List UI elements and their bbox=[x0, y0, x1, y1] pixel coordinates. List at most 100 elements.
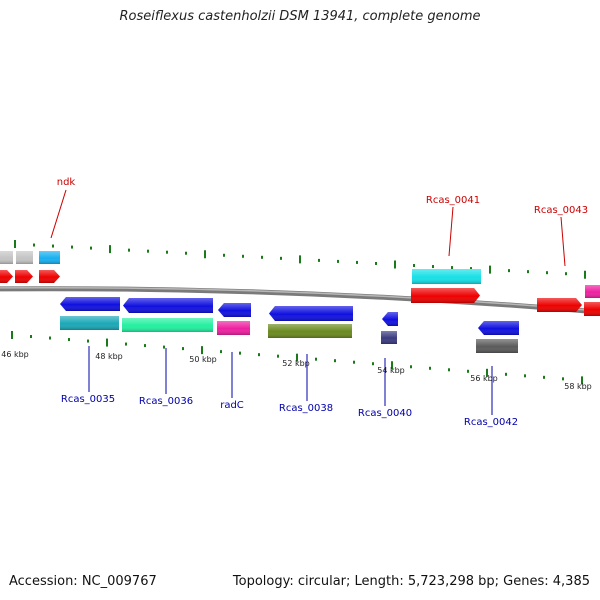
map-title: Roseiflexus castenholzii DSM 13941, comp… bbox=[119, 9, 481, 24]
bottom-tick bbox=[543, 375, 545, 379]
top-tick bbox=[166, 250, 168, 254]
gene-grey-0042-shading bbox=[476, 339, 518, 353]
scale-label: 46 kbp bbox=[1, 350, 29, 359]
bottom-tick bbox=[163, 345, 165, 349]
bottom-tick bbox=[125, 342, 127, 346]
gene-label-bottom[interactable]: Rcas_0040 bbox=[358, 408, 412, 419]
callout-line-top bbox=[448, 206, 454, 257]
top-tick bbox=[527, 270, 529, 274]
genome-backbone-highlight bbox=[0, 286, 600, 312]
bottom-tick bbox=[467, 369, 469, 373]
bottom-tick bbox=[258, 353, 260, 357]
bottom-tick bbox=[410, 365, 412, 369]
top-tick bbox=[261, 255, 263, 259]
gene-label-bottom[interactable]: Rcas_0036 bbox=[139, 396, 193, 407]
accession-label: Accession: NC_009767 bbox=[9, 574, 157, 589]
scale-label: 48 kbp bbox=[95, 352, 123, 361]
gene-red-c-shading bbox=[39, 270, 60, 283]
gene-blue-0036-shading bbox=[123, 298, 213, 313]
gene-blue-0038-shading bbox=[269, 306, 353, 321]
top-tick bbox=[337, 259, 339, 263]
scale-label: 56 kbp bbox=[470, 374, 498, 383]
gene-red-b-shading bbox=[15, 270, 33, 283]
callout-line-top bbox=[560, 216, 566, 267]
gene-navy-0040-shading bbox=[381, 331, 397, 344]
gene-blue-radc-shading bbox=[218, 303, 251, 317]
gene-teal-0035-shading bbox=[60, 316, 119, 330]
gene-grey-a-shading bbox=[0, 251, 13, 264]
top-tick bbox=[565, 272, 567, 276]
top-tick bbox=[204, 250, 206, 259]
gene-magenta-0044-shading bbox=[585, 285, 600, 298]
top-tick bbox=[128, 248, 130, 252]
callout-line-top bbox=[50, 189, 67, 239]
top-tick bbox=[280, 256, 282, 260]
bottom-tick bbox=[296, 353, 298, 362]
gene-grey-b-shading bbox=[16, 251, 33, 264]
bottom-tick bbox=[581, 376, 583, 385]
bottom-tick bbox=[106, 338, 108, 347]
top-tick bbox=[394, 260, 396, 269]
top-tick bbox=[489, 265, 491, 274]
top-tick bbox=[242, 254, 244, 258]
gene-label-bottom[interactable]: Rcas_0042 bbox=[464, 417, 518, 428]
scale-label: 54 kbp bbox=[377, 366, 405, 375]
bottom-tick bbox=[353, 360, 355, 364]
gene-magenta-radc-shading bbox=[217, 321, 250, 335]
top-tick bbox=[470, 267, 472, 271]
gene-mint-0036-shading bbox=[122, 318, 213, 332]
top-tick bbox=[147, 249, 149, 253]
bottom-tick bbox=[505, 372, 507, 376]
genome-summary-label: Topology: circular; Length: 5,723,298 bp… bbox=[232, 574, 590, 589]
gene-cyan-0041-shading bbox=[412, 269, 481, 284]
bottom-tick bbox=[68, 338, 70, 342]
bottom-tick bbox=[334, 359, 336, 363]
top-tick bbox=[356, 260, 358, 264]
top-tick bbox=[52, 244, 54, 248]
top-tick bbox=[33, 243, 35, 247]
top-tick bbox=[318, 258, 320, 262]
top-tick bbox=[299, 255, 301, 264]
gene-blue-0035-shading bbox=[60, 297, 120, 311]
gene-label-top[interactable]: Rcas_0041 bbox=[426, 195, 480, 206]
gene-red-0043-shading bbox=[537, 298, 582, 312]
top-tick bbox=[14, 240, 16, 248]
bottom-tick bbox=[87, 339, 89, 343]
bottom-tick bbox=[239, 351, 241, 355]
tick-row-bottom bbox=[11, 331, 583, 385]
gene-blue-0042-shading bbox=[478, 321, 519, 335]
top-tick bbox=[451, 266, 453, 270]
bottom-tick bbox=[372, 362, 374, 366]
scale-label: 52 kbp bbox=[282, 359, 310, 368]
gene-label-bottom[interactable]: Rcas_0038 bbox=[279, 403, 333, 414]
bottom-tick bbox=[524, 374, 526, 378]
bottom-tick bbox=[30, 335, 32, 339]
bottom-tick bbox=[315, 357, 317, 361]
gene-red-a-shading bbox=[0, 270, 13, 283]
gene-red-0041-shading bbox=[411, 288, 480, 303]
top-tick bbox=[508, 269, 510, 273]
scale-label: 58 kbp bbox=[564, 382, 592, 391]
gene-ndk-shading bbox=[39, 251, 60, 264]
top-tick bbox=[109, 245, 111, 254]
gene-callouts: ndk Rcas_0041 Rcas_0043 Rcas_0035 Rcas_0036 r… bbox=[50, 177, 588, 428]
scale-labels: 46 kbp 48 kbp 50 kbp 52 kbp 54 kbp 56 kbp 58 k… bbox=[1, 350, 592, 391]
gene-olive-0038-shading bbox=[268, 324, 352, 338]
gene-label-bottom[interactable]: radC bbox=[220, 400, 244, 411]
bottom-tick bbox=[562, 377, 564, 381]
tick-row-top bbox=[14, 240, 586, 279]
top-tick bbox=[413, 264, 415, 268]
gene-label-top[interactable]: Rcas_0043 bbox=[534, 205, 588, 216]
top-tick bbox=[375, 261, 377, 265]
top-tick bbox=[71, 245, 73, 249]
bottom-tick bbox=[201, 346, 203, 355]
top-tick bbox=[432, 265, 434, 269]
scale-label: 50 kbp bbox=[189, 355, 217, 364]
gene-label-bottom[interactable]: Rcas_0035 bbox=[61, 394, 115, 405]
top-tick bbox=[584, 270, 586, 279]
bottom-tick bbox=[486, 368, 488, 377]
bottom-tick bbox=[277, 354, 279, 358]
gene-label-top[interactable]: ndk bbox=[57, 177, 76, 188]
bottom-tick bbox=[448, 368, 450, 372]
